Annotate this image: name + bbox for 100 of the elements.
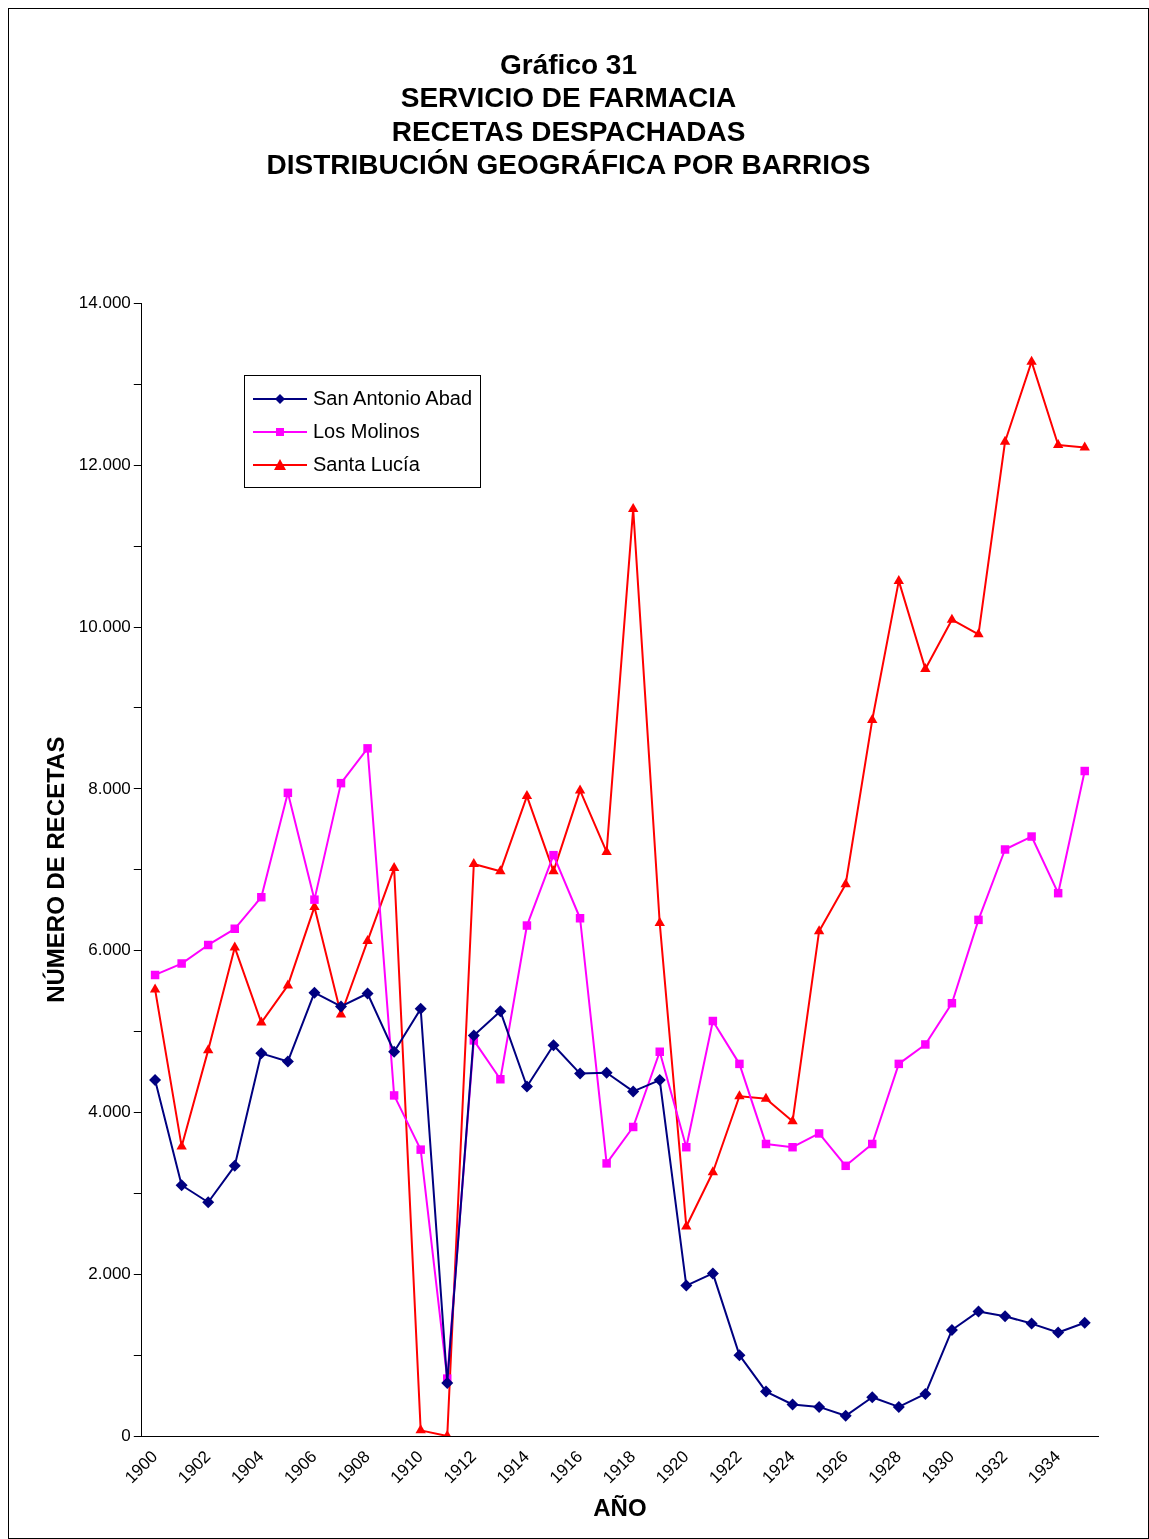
point <box>655 1047 664 1056</box>
point <box>867 714 878 724</box>
point <box>921 1040 930 1049</box>
point <box>361 987 374 1000</box>
point <box>255 1047 268 1060</box>
y-axis-title: NÚMERO DE RECETAS <box>42 736 70 1003</box>
point <box>734 1090 745 1100</box>
y-tick-label: 2.000 <box>88 1263 131 1283</box>
y-tick-label: 10.000 <box>78 616 131 636</box>
point <box>363 744 372 753</box>
y-tick-label: 6.000 <box>88 940 131 960</box>
point <box>974 915 983 925</box>
point <box>175 1179 188 1192</box>
point <box>574 784 586 794</box>
point <box>149 1074 162 1087</box>
point <box>786 1398 799 1411</box>
point <box>682 1142 691 1152</box>
point <box>972 1305 985 1318</box>
point <box>228 1159 241 1172</box>
point <box>600 1066 613 1079</box>
x-axis-title: AÑO <box>593 1494 647 1522</box>
y-tick-label: 4.000 <box>88 1102 131 1122</box>
y-tick-label: 8.000 <box>88 778 131 798</box>
point <box>945 1324 958 1337</box>
point <box>388 1045 401 1058</box>
point <box>733 1349 746 1362</box>
y-tick-label: 0 <box>121 1425 131 1445</box>
point <box>760 1092 772 1102</box>
point <box>999 435 1011 445</box>
point <box>389 1091 399 1100</box>
point <box>202 1196 215 1209</box>
point <box>866 1391 879 1404</box>
point <box>521 790 533 800</box>
point <box>1025 1317 1038 1330</box>
point <box>841 1161 850 1171</box>
point <box>706 1267 719 1280</box>
y-tick-label: 14.000 <box>78 293 131 313</box>
point <box>839 1409 852 1422</box>
point <box>494 1005 507 1018</box>
point <box>654 917 665 927</box>
point <box>441 1377 454 1390</box>
point <box>149 983 161 993</box>
chart-title: Gráfico 31 SERVICIO DE FARMACIA RECETAS DESPACHADAS DISTRIBUCIÓN GEOGRÁFICA POR BARRIOS <box>266 48 871 181</box>
y-tick-label: 12.000 <box>78 454 131 474</box>
point <box>496 1075 505 1084</box>
point <box>602 1159 611 1168</box>
point <box>414 1002 427 1015</box>
point <box>362 934 373 944</box>
point <box>1052 1326 1065 1339</box>
point <box>893 574 904 584</box>
point <box>495 865 506 875</box>
point <box>256 1016 267 1026</box>
point <box>549 850 558 860</box>
point <box>627 502 639 512</box>
point <box>335 1000 348 1013</box>
point <box>548 865 559 875</box>
point <box>814 1129 824 1138</box>
point <box>203 1044 214 1054</box>
legend-label: San Antonio Abad <box>313 387 473 410</box>
point <box>735 1059 744 1069</box>
point <box>946 613 958 623</box>
point <box>1000 845 1010 854</box>
point <box>574 1067 587 1080</box>
point <box>1026 355 1037 365</box>
point <box>1052 438 1064 448</box>
legend-label: Santa Lucía <box>313 453 420 476</box>
point <box>787 1115 798 1125</box>
point <box>813 925 825 935</box>
point <box>920 663 931 673</box>
point <box>813 1400 826 1413</box>
point <box>892 1400 905 1413</box>
point <box>467 1029 480 1042</box>
point <box>282 979 294 989</box>
point <box>788 1142 797 1152</box>
point <box>308 986 321 999</box>
point <box>468 858 480 868</box>
point <box>973 628 984 638</box>
point <box>310 895 319 904</box>
point <box>1080 766 1089 776</box>
legend-label: Los Molinos <box>313 420 420 443</box>
point <box>627 1085 640 1098</box>
point <box>919 1387 932 1400</box>
point <box>416 1145 425 1154</box>
point <box>281 1055 294 1068</box>
point <box>522 921 532 930</box>
point <box>653 1074 666 1087</box>
point <box>1027 832 1036 841</box>
point <box>680 1279 693 1292</box>
point <box>575 914 585 923</box>
point <box>177 959 186 968</box>
point <box>547 1039 560 1052</box>
point <box>759 1385 772 1398</box>
point <box>1079 441 1090 451</box>
point <box>520 1080 533 1093</box>
point <box>1078 1316 1091 1329</box>
point <box>999 1310 1012 1323</box>
point <box>257 892 266 902</box>
point <box>707 1166 719 1176</box>
point <box>840 878 851 888</box>
point <box>388 862 400 872</box>
